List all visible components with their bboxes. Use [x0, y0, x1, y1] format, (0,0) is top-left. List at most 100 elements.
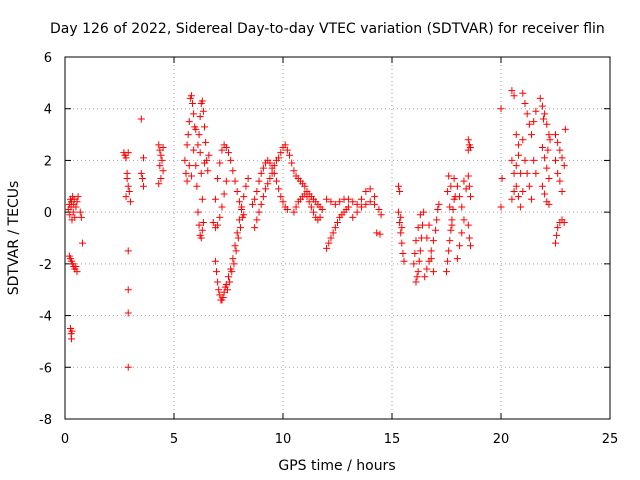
- data-point: [233, 229, 241, 237]
- data-point: [545, 200, 553, 208]
- data-point: [159, 144, 167, 151]
- data-point: [73, 198, 81, 206]
- data-point: [464, 136, 472, 144]
- data-point: [344, 203, 352, 211]
- data-point: [211, 257, 219, 265]
- data-point: [465, 234, 473, 242]
- data-point: [523, 169, 531, 177]
- data-point: [229, 167, 237, 175]
- data-point: [323, 244, 331, 252]
- data-point: [139, 154, 147, 162]
- data-point: [77, 213, 85, 221]
- data-point: [238, 203, 246, 211]
- data-point: [416, 247, 424, 255]
- data-point: [124, 182, 132, 190]
- data-point: [199, 218, 207, 226]
- data-point: [227, 156, 235, 164]
- data-point: [396, 218, 404, 226]
- data-point: [219, 293, 227, 301]
- data-point: [251, 224, 259, 232]
- data-point: [232, 247, 240, 255]
- data-point: [318, 206, 326, 214]
- grid-lines: [65, 57, 610, 419]
- data-point: [371, 193, 379, 201]
- data-point: [447, 226, 455, 234]
- data-point: [71, 213, 79, 221]
- data-point: [560, 218, 568, 226]
- data-point: [231, 242, 239, 250]
- data-point: [444, 187, 452, 195]
- data-point: [423, 265, 431, 273]
- data-point: [275, 154, 283, 162]
- data-point: [553, 231, 561, 239]
- x-tick-label: 10: [275, 432, 292, 447]
- data-point: [157, 175, 165, 183]
- data-point: [458, 203, 466, 211]
- data-point: [512, 162, 520, 170]
- data-point: [138, 175, 146, 183]
- data-point: [353, 200, 361, 208]
- data-point: [193, 182, 201, 190]
- data-point: [561, 125, 569, 133]
- data-point: [214, 221, 222, 229]
- data-point: [458, 229, 466, 237]
- data-point: [464, 221, 472, 229]
- data-point: [189, 100, 197, 108]
- data-point: [124, 363, 132, 371]
- data-point: [201, 123, 209, 131]
- plot-frame: [64, 56, 611, 420]
- data-point: [556, 146, 564, 154]
- data-point: [323, 195, 331, 203]
- data-point: [362, 200, 370, 208]
- data-point: [192, 162, 200, 170]
- data-point: [517, 203, 525, 211]
- y-tick-label: 2: [44, 154, 52, 169]
- data-point: [497, 105, 505, 113]
- data-point: [329, 229, 337, 237]
- data-point: [283, 146, 291, 154]
- data-point: [196, 149, 204, 157]
- data-point: [546, 136, 554, 144]
- data-point: [540, 115, 548, 123]
- data-point: [349, 198, 357, 206]
- data-point: [366, 198, 374, 206]
- data-point: [307, 203, 315, 211]
- y-tick-label: 6: [44, 51, 52, 66]
- x-tick-label: 25: [602, 432, 619, 447]
- data-point: [532, 169, 540, 177]
- data-point: [218, 203, 226, 211]
- data-point: [435, 200, 443, 208]
- data-point: [336, 198, 344, 206]
- data-point: [429, 268, 437, 276]
- data-point: [398, 224, 406, 232]
- data-point: [236, 224, 244, 232]
- data-point: [327, 234, 335, 242]
- data-point: [182, 169, 190, 177]
- data-point: [277, 149, 285, 157]
- data-point: [202, 138, 210, 146]
- data-point: [78, 239, 86, 247]
- data-point: [310, 208, 318, 216]
- data-point: [239, 213, 247, 221]
- data-point: [510, 187, 518, 195]
- data-point: [510, 169, 518, 177]
- data-point: [447, 182, 455, 190]
- data-point: [460, 177, 468, 185]
- data-point: [229, 255, 237, 263]
- data-point: [190, 110, 198, 118]
- data-point: [445, 172, 453, 180]
- data-point: [216, 213, 224, 221]
- data-point: [521, 100, 529, 108]
- data-point: [541, 154, 549, 162]
- data-point: [301, 182, 309, 190]
- data-point: [197, 234, 205, 242]
- data-point: [214, 278, 222, 286]
- data-point: [157, 151, 165, 159]
- data-point: [528, 195, 536, 203]
- data-point: [497, 203, 505, 211]
- data-point: [464, 172, 472, 180]
- data-point: [281, 141, 289, 149]
- data-point: [68, 327, 76, 335]
- data-point: [429, 237, 437, 245]
- data-point: [255, 208, 263, 216]
